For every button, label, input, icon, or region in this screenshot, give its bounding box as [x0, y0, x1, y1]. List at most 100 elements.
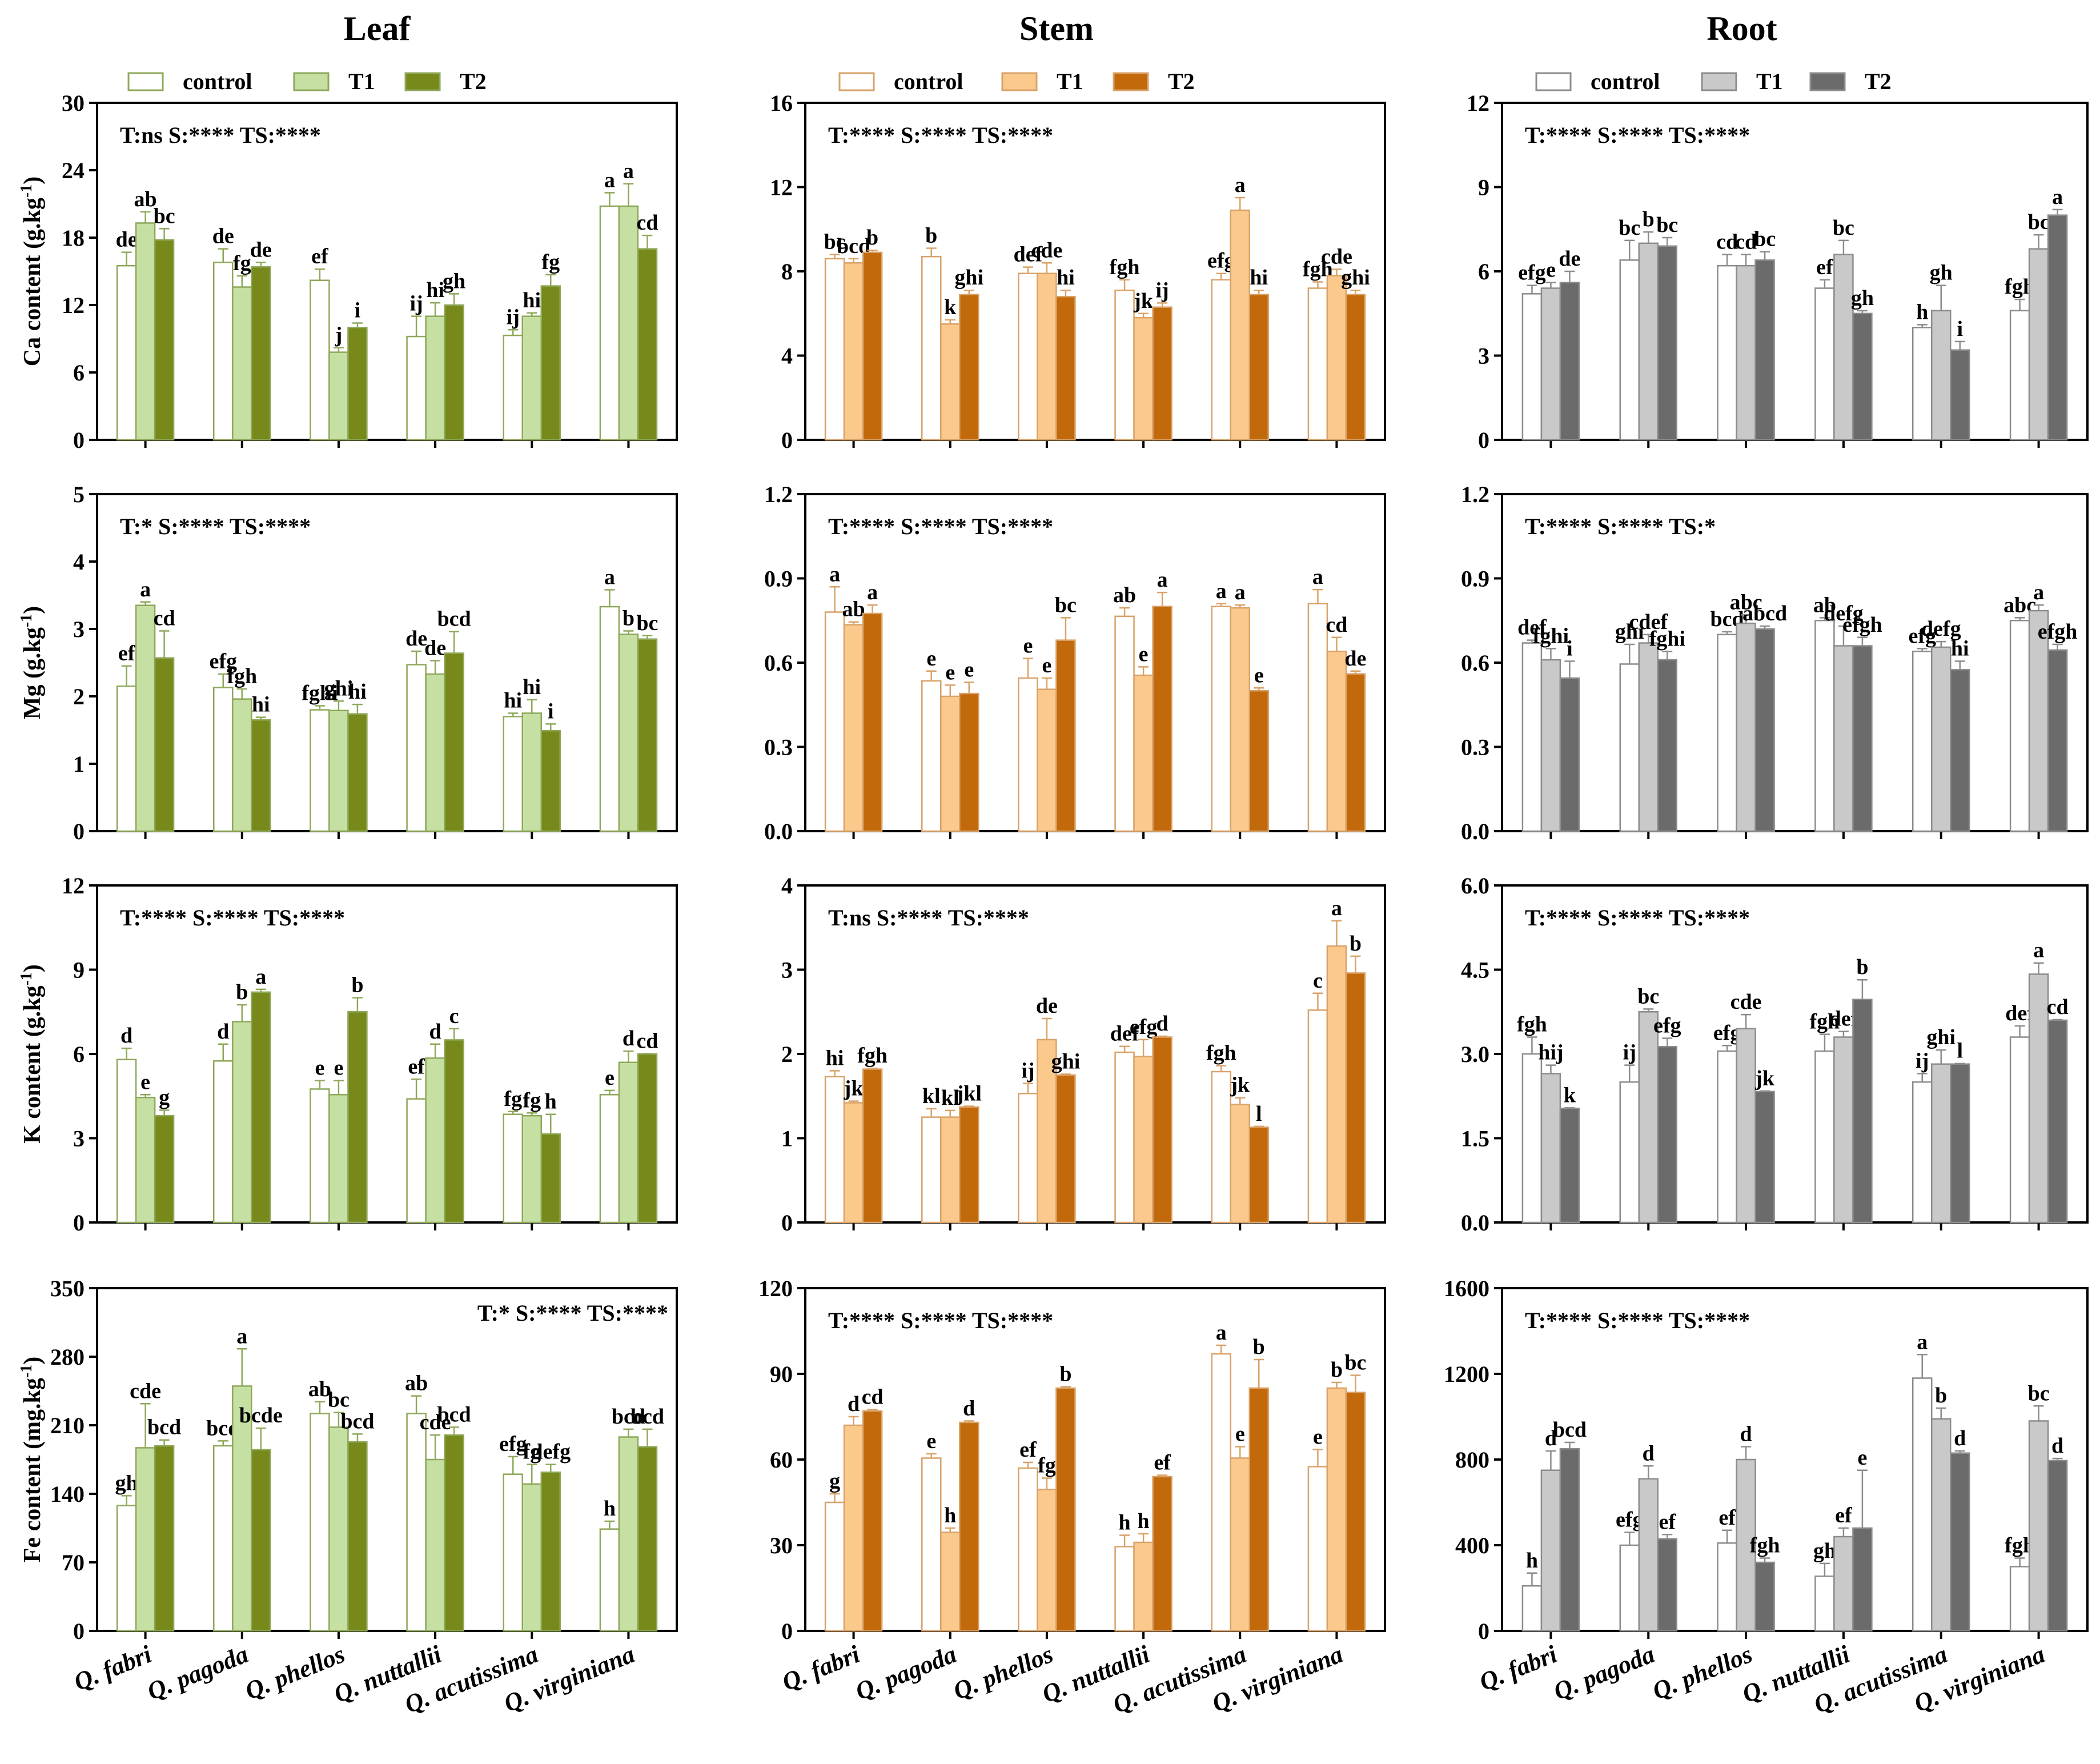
y-axis-label-group: K content (g.kg-1): [18, 964, 46, 1144]
significance-letter: i: [548, 699, 554, 723]
significance-letter: ghi: [1051, 1049, 1081, 1073]
bar-control: [1211, 279, 1231, 441]
bar-T2: [540, 1472, 561, 1632]
bar-control: [1814, 620, 1835, 832]
significance-letter: fgh: [1750, 1534, 1780, 1558]
stats-annotation: T:**** S:**** TS:****: [828, 1308, 1053, 1333]
significance-letter: a: [140, 578, 151, 602]
significance-letter: bc: [1637, 984, 1659, 1008]
bar-T2: [251, 1449, 271, 1632]
bar-control: [116, 1505, 137, 1632]
significance-letter: h: [1916, 300, 1928, 324]
bar-control: [1307, 603, 1328, 832]
bar-T1: [135, 604, 156, 832]
bar-T1: [521, 315, 542, 441]
bar-T2: [1852, 1527, 1873, 1632]
bar-T2: [1657, 1538, 1677, 1632]
category-label: Q. phellos: [949, 1640, 1057, 1705]
bar-T2: [1248, 1126, 1269, 1224]
stats-annotation: T:**** S:**** TS:****: [1525, 122, 1750, 148]
bar-T2: [1950, 1452, 1970, 1632]
bar-T2: [1754, 259, 1775, 441]
stats-annotation: T:ns S:**** TS:****: [828, 905, 1029, 931]
y-tick-label: 0: [781, 1618, 793, 1644]
significance-letter: hi: [1250, 266, 1268, 290]
significance-letter: cde: [1730, 990, 1762, 1014]
bar-T1: [1540, 659, 1561, 832]
bar-control: [921, 255, 942, 441]
significance-letter: ghi: [1615, 620, 1644, 644]
significance-letter: fghi: [1533, 624, 1569, 648]
bar-T1: [1326, 945, 1347, 1224]
significance-letter: ef: [1718, 1506, 1736, 1530]
plot-frame: [1501, 493, 2089, 832]
bar-control: [310, 709, 330, 832]
significance-letter: fgh: [1810, 1010, 1840, 1034]
y-tick-label: 800: [1455, 1447, 1489, 1473]
bar-control: [1018, 677, 1038, 832]
significance-letter: def: [1110, 1022, 1140, 1046]
significance-letter: efg: [209, 650, 237, 673]
significance-letter: fg: [541, 250, 560, 274]
significance-letter: a: [604, 566, 615, 590]
significance-letter: b: [1856, 955, 1868, 979]
bar-T1: [1638, 642, 1659, 832]
significance-letter: gh: [115, 1471, 138, 1495]
y-tick-label: 9: [1478, 175, 1489, 201]
bar-control: [599, 205, 620, 441]
bar-T2: [959, 294, 979, 441]
y-tick-label: 1.2: [1461, 482, 1489, 507]
legend-label-T2: T2: [1168, 69, 1195, 94]
bar-T1: [232, 286, 252, 441]
y-tick-label: 0: [781, 1210, 793, 1236]
significance-letter: a: [829, 562, 840, 586]
bar-T1: [1833, 254, 1854, 441]
bar-T2: [1248, 1387, 1269, 1632]
significance-letter: i: [355, 298, 361, 322]
significance-letter: e: [1235, 1422, 1245, 1446]
bar-T1: [1326, 1387, 1347, 1632]
bar-T2: [347, 713, 368, 832]
bar-T1: [425, 673, 445, 832]
y-tick-label: 0: [1478, 427, 1489, 453]
plot-frame: [804, 493, 1386, 832]
y-tick-label: 0.3: [764, 735, 793, 760]
bar-T1: [618, 1061, 639, 1224]
bar-control: [1717, 634, 1737, 832]
bar-control: [1114, 1051, 1135, 1224]
bar-T1: [328, 1426, 349, 1632]
bar-T1: [2028, 248, 2049, 441]
significance-letter: de: [1344, 647, 1366, 671]
y-tick-label: 6: [73, 360, 85, 386]
significance-letter: d: [217, 1020, 229, 1044]
bar-T1: [940, 323, 961, 441]
bar-T1: [328, 1094, 349, 1224]
significance-letter: a: [1312, 565, 1323, 589]
bar-T1: [135, 1096, 156, 1224]
bar-T1: [618, 634, 639, 832]
significance-letter: ij: [1916, 1049, 1929, 1073]
bar-T2: [1950, 669, 1970, 832]
significance-letter: efgh: [2038, 620, 2078, 644]
legend-label-T2: T2: [1865, 69, 1892, 94]
bar-T2: [444, 1434, 464, 1632]
bar-control: [824, 258, 845, 441]
bar-control: [1018, 1467, 1038, 1632]
significance-letter: fgh: [857, 1044, 888, 1068]
bar-control: [503, 1113, 523, 1224]
significance-letter: d: [1157, 1012, 1169, 1036]
significance-letter: a: [236, 1324, 247, 1348]
column-title: Root: [1706, 10, 1777, 47]
significance-letter: hi: [348, 680, 367, 704]
y-tick-label: 30: [770, 1533, 793, 1558]
significance-letter: de: [116, 228, 138, 252]
significance-letter: bcd: [612, 1405, 645, 1429]
y-tick-label: 0.3: [1461, 735, 1489, 760]
significance-letter: ef: [1835, 1504, 1853, 1528]
bar-T2: [347, 1011, 368, 1224]
category-label: Q. fabri: [778, 1640, 865, 1697]
bar-T1: [232, 698, 252, 832]
significance-letter: e: [1139, 642, 1149, 666]
bar-T1: [425, 315, 445, 441]
